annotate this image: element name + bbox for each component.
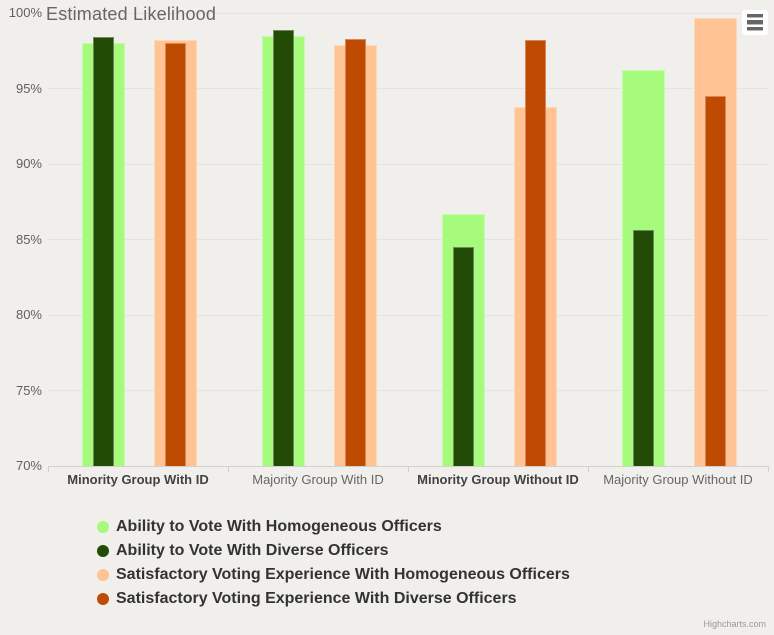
gridline xyxy=(48,163,768,165)
column-bar[interactable] xyxy=(452,247,474,466)
gridline xyxy=(48,314,768,316)
column-bar[interactable] xyxy=(92,37,114,466)
x-axis-category-label: Minority Group With ID xyxy=(67,472,209,487)
x-axis-tick xyxy=(588,466,589,472)
legend: Ability to Vote With Homogeneous Officer… xyxy=(97,515,570,611)
y-axis-label: 100% xyxy=(8,5,42,20)
legend-marker-icon xyxy=(97,569,109,581)
gridline xyxy=(48,239,768,240)
column-bar[interactable] xyxy=(344,38,366,466)
legend-item[interactable]: Satisfactory Voting Experience With Homo… xyxy=(97,563,570,587)
column-bar[interactable] xyxy=(164,43,186,466)
x-axis-tick xyxy=(228,466,229,472)
x-axis-category-label: Majority Group Without ID xyxy=(603,472,753,487)
x-axis-tick xyxy=(408,466,409,472)
legend-marker-icon xyxy=(97,521,109,533)
y-axis-label: 80% xyxy=(15,307,42,322)
y-axis-label: 95% xyxy=(15,80,42,96)
x-axis-tick xyxy=(768,466,769,472)
x-axis-tick xyxy=(48,466,49,472)
legend-label: Satisfactory Voting Experience With Dive… xyxy=(116,590,517,607)
gridline xyxy=(48,88,768,89)
legend-label: Satisfactory Voting Experience With Homo… xyxy=(116,566,570,583)
x-axis-category-label: Majority Group With ID xyxy=(252,472,384,487)
legend-marker-icon xyxy=(97,593,109,605)
legend-item[interactable]: Ability to Vote With Diverse Officers xyxy=(97,539,570,563)
column-bar[interactable] xyxy=(272,29,294,466)
gridline xyxy=(48,12,768,14)
legend-label: Ability to Vote With Diverse Officers xyxy=(116,542,389,559)
chart-title: Estimated Likelihood xyxy=(46,4,217,24)
credits-link[interactable]: Highcharts.com xyxy=(703,619,766,629)
legend-label: Ability to Vote With Homogeneous Officer… xyxy=(116,518,442,535)
y-axis-label: 85% xyxy=(15,231,42,247)
y-axis-label: 90% xyxy=(15,156,42,171)
column-bar[interactable] xyxy=(632,230,654,466)
export-menu-button[interactable] xyxy=(742,10,768,35)
legend-marker-icon xyxy=(97,545,109,557)
legend-item[interactable]: Ability to Vote With Homogeneous Officer… xyxy=(97,515,570,539)
y-axis-label: 75% xyxy=(15,382,42,398)
column-bar[interactable] xyxy=(524,40,546,466)
legend-item[interactable]: Satisfactory Voting Experience With Dive… xyxy=(97,587,570,611)
gridline xyxy=(48,390,768,391)
x-axis-category-label: Minority Group Without ID xyxy=(417,472,579,487)
y-axis-label: 70% xyxy=(15,458,42,473)
hamburger-menu-icon xyxy=(747,14,763,31)
column-bar[interactable] xyxy=(704,96,726,466)
